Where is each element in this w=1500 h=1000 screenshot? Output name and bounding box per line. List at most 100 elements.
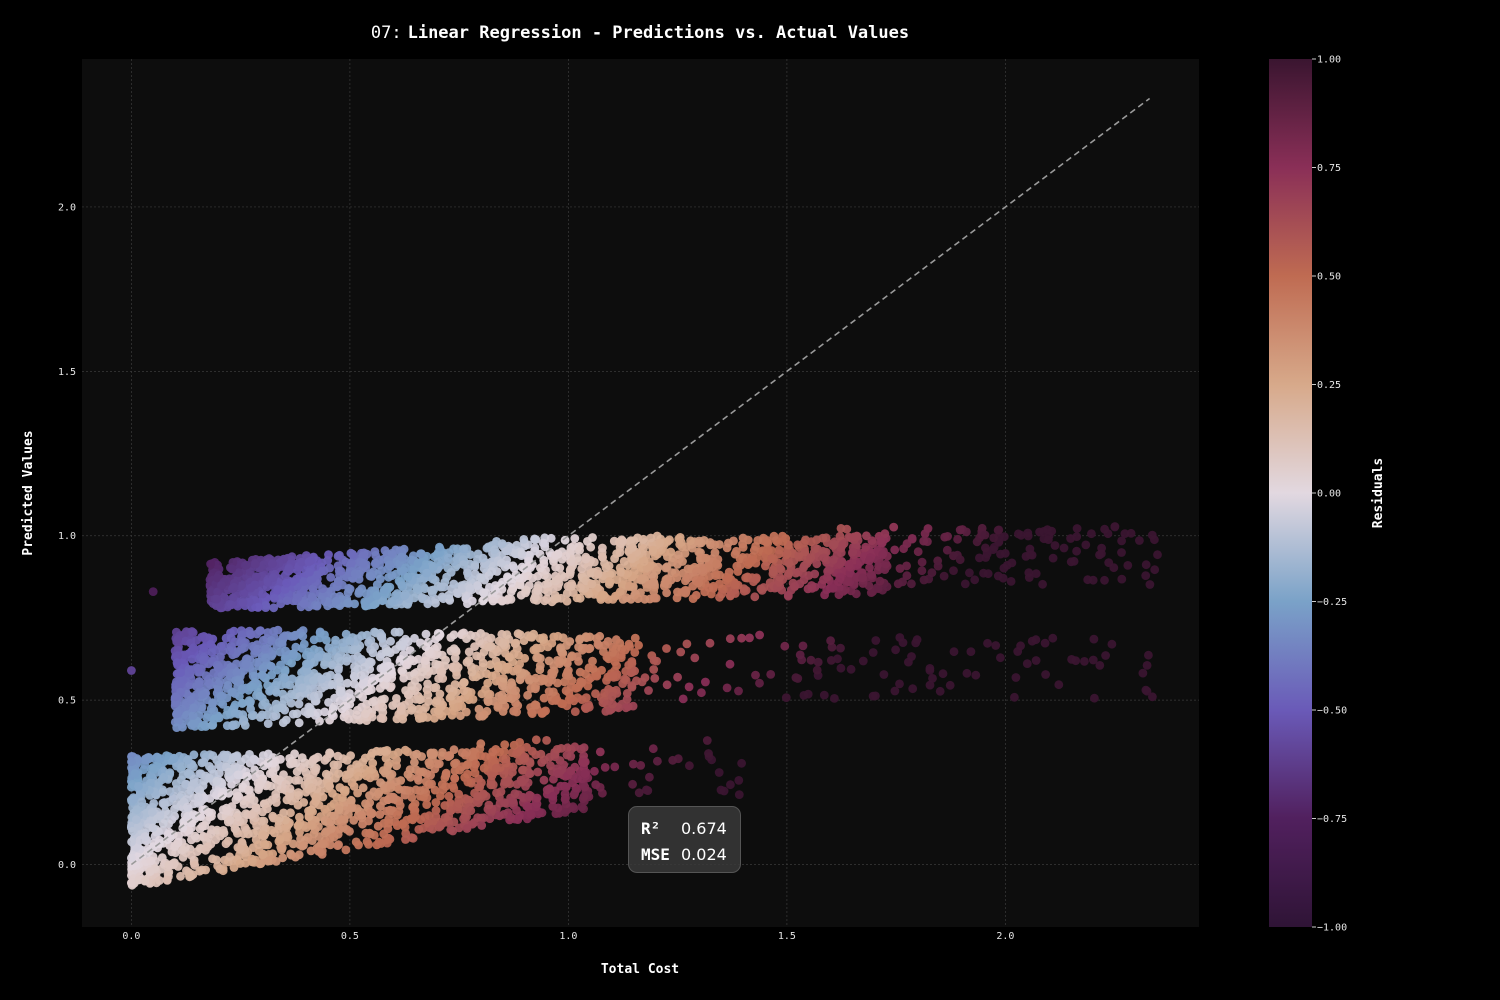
scatter-point <box>371 550 380 560</box>
scatter-point <box>799 538 809 548</box>
scatter-point <box>449 579 459 589</box>
scatter-point <box>384 572 393 582</box>
scatter-point <box>463 568 472 578</box>
scatter-point <box>267 795 277 805</box>
scatter-point <box>510 789 520 798</box>
colorbar-tick-label: 0.50 <box>1317 272 1341 283</box>
scatter-point <box>204 807 214 817</box>
scatter-point <box>503 574 513 584</box>
scatter-point <box>459 678 469 687</box>
grid-lines <box>82 59 1199 927</box>
scatter-point <box>368 648 378 658</box>
scatter-point <box>743 560 753 569</box>
scatter-point <box>649 587 659 596</box>
scatter-point <box>234 676 244 686</box>
scatter-point <box>313 708 323 718</box>
scatter-point <box>372 591 382 600</box>
scatter-point <box>328 788 337 798</box>
scatter-point <box>234 568 243 578</box>
scatter-point <box>844 560 854 570</box>
scatter-point <box>263 749 273 759</box>
colorbar <box>1269 59 1312 927</box>
scatter-point <box>1097 549 1106 558</box>
scatter-point <box>157 775 167 785</box>
scatter-point <box>607 568 617 578</box>
scatter-point <box>335 677 345 687</box>
scatter-point <box>200 821 210 831</box>
scatter-point <box>1090 693 1099 703</box>
y-tick-label: 0.5 <box>58 696 76 707</box>
scatter-point <box>843 577 853 587</box>
scatter-point <box>678 694 688 704</box>
scatter-point <box>837 541 847 551</box>
colorbar-tick-label: −0.75 <box>1317 814 1347 825</box>
scatter-point <box>642 583 652 592</box>
scatter-point <box>1110 522 1120 531</box>
scatter-point <box>348 549 358 559</box>
scatter-point <box>1101 651 1110 660</box>
scatter-point <box>349 816 359 825</box>
scatter-point <box>137 797 147 807</box>
scatter-point <box>190 719 199 728</box>
scatter-point <box>856 557 865 567</box>
scatter-point <box>412 583 422 593</box>
scatter-point <box>890 545 900 555</box>
scatter-point <box>580 758 589 768</box>
scatter-point <box>281 822 290 831</box>
scatter-point <box>415 786 425 795</box>
scatter-point <box>361 709 370 718</box>
scatter-point <box>511 686 520 695</box>
scatter-point <box>566 766 576 776</box>
scatter-point <box>1107 639 1117 649</box>
scatter-point <box>226 633 236 643</box>
scatter-point <box>299 841 308 850</box>
scatter-point <box>532 793 542 803</box>
scatter-point <box>760 553 770 563</box>
scatter-point <box>798 641 808 651</box>
scatter-point <box>230 762 240 772</box>
scatter-point <box>447 710 457 720</box>
scatter-point <box>730 589 740 598</box>
scatter-point <box>276 680 286 690</box>
scatter-point <box>352 710 362 720</box>
scatter-point <box>241 754 250 764</box>
scatter-point <box>278 718 288 728</box>
scatter-point <box>487 771 497 781</box>
scatter-point <box>938 669 948 679</box>
scatter-point <box>202 713 212 723</box>
scatter-point <box>327 660 337 670</box>
scatter-point <box>233 792 242 801</box>
scatter-point <box>971 670 981 680</box>
scatter-point <box>648 577 658 587</box>
scatter-point <box>422 800 432 809</box>
scatter-point <box>437 666 447 676</box>
scatter-point <box>299 798 309 807</box>
scatter-point <box>577 802 587 812</box>
scatter-point <box>379 746 389 756</box>
scatter-point <box>666 547 676 557</box>
scatter-point <box>437 592 447 602</box>
scatter-point <box>192 777 202 787</box>
scatter-point <box>540 596 549 606</box>
scatter-point <box>318 584 328 594</box>
scatter-point <box>431 798 441 807</box>
scatter-point <box>425 760 435 770</box>
scatter-point <box>423 690 433 700</box>
scatter-point <box>595 747 605 757</box>
scatter-point <box>475 782 485 792</box>
scatter-point <box>953 534 962 544</box>
scatter-point <box>394 627 404 637</box>
scatter-point <box>213 560 222 570</box>
scatter-point <box>271 857 281 866</box>
scatter-point <box>553 549 563 559</box>
scatter-point <box>672 573 682 583</box>
scatter-point <box>1142 661 1152 670</box>
scatter-point <box>473 581 482 590</box>
scatter-point <box>176 871 185 881</box>
scatter-point <box>575 583 585 592</box>
scatter-point <box>353 664 363 674</box>
scatter-point <box>830 694 839 703</box>
x-tick-labels: 0.0 0.5 1.0 1.5 2.0 <box>122 931 1014 942</box>
scatter-point <box>221 839 231 849</box>
